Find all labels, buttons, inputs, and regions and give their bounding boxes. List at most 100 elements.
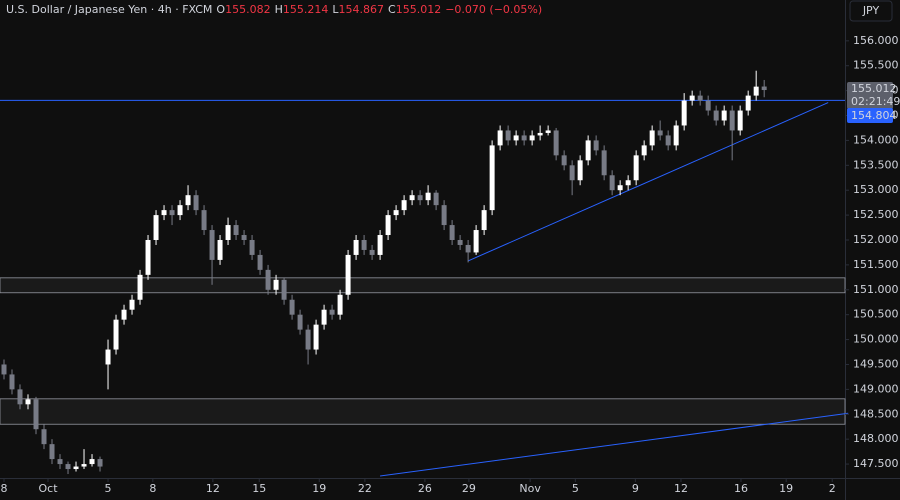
candle-body (305, 329, 311, 350)
countdown-label: 02:21:49 (851, 95, 900, 108)
candle-body (369, 249, 375, 255)
candle-body (409, 195, 415, 201)
currency-label[interactable]: JPY (862, 4, 880, 17)
candle-body (737, 110, 743, 131)
candle-body (641, 145, 647, 156)
candle-body (377, 235, 383, 255)
last-price-label: 155.012 (851, 82, 897, 95)
trendline (467, 102, 829, 262)
candle-body (761, 86, 767, 91)
candle-body (265, 269, 271, 290)
candle-body (289, 299, 295, 315)
candle-body (585, 140, 591, 161)
candle-body (609, 175, 615, 191)
y-tick-label: 148.500 (853, 407, 899, 420)
y-tick-label: 152.500 (853, 208, 899, 221)
candle-body (697, 95, 703, 101)
candle-body (297, 314, 303, 330)
candle-body (137, 274, 143, 300)
y-tick-label: 155.500 (853, 59, 899, 72)
candle-body (449, 225, 455, 240)
candle-body (73, 466, 79, 470)
field-value: 155.214 (283, 3, 329, 16)
x-tick-label: 19 (312, 482, 326, 495)
currency-button[interactable] (849, 0, 893, 22)
candle-body (57, 459, 63, 465)
candle-body (465, 244, 471, 253)
candle-body (417, 195, 423, 201)
field-key: H (275, 3, 283, 16)
candle-body (505, 130, 511, 141)
candle-body (745, 95, 751, 111)
candle-body (729, 110, 735, 131)
candle-body (521, 135, 527, 141)
candle-body (9, 374, 15, 390)
x-tick-label: 5 (105, 482, 112, 495)
candle-body (489, 145, 495, 211)
candle-body (329, 309, 335, 315)
candle-body (689, 95, 695, 101)
candle-body (401, 200, 407, 211)
candle-body (209, 230, 215, 260)
candle-body (65, 464, 71, 470)
candle-body (753, 86, 759, 96)
candle-body (33, 399, 39, 430)
x-tick-label: Oct (38, 482, 58, 495)
x-tick-label: 19 (779, 482, 793, 495)
candle-body (577, 160, 583, 181)
y-tick-label: 150.500 (853, 308, 899, 321)
x-tick-label: 9 (632, 482, 639, 495)
candle-body (649, 130, 655, 146)
candle-body (569, 165, 575, 181)
candle-body (105, 349, 111, 365)
y-tick-label: 147.500 (853, 457, 899, 470)
y-tick-label: 152.000 (853, 233, 899, 246)
y-tick-label: 154.000 (853, 133, 899, 146)
candle-body (657, 130, 663, 136)
candle-body (441, 205, 447, 226)
plot (0, 70, 849, 477)
candle-body (513, 135, 519, 141)
hline-price-tag (847, 108, 893, 124)
candle-body (49, 444, 55, 460)
x-tick-label: 15 (252, 482, 266, 495)
candle-body (241, 235, 247, 240)
candle-body (593, 140, 599, 151)
y-tick-label: 150.000 (853, 333, 899, 346)
change: −0.070 (−0.05%) (445, 3, 542, 16)
x-tick-label: 2 (829, 482, 836, 495)
candle-body (529, 135, 535, 141)
candle-body (321, 309, 327, 325)
candle-body (617, 185, 623, 191)
candle-body (129, 299, 135, 310)
candle-body (681, 100, 687, 126)
candle-body (361, 239, 367, 250)
x-tick-label: 26 (418, 482, 432, 495)
candle-body (273, 279, 279, 290)
candle-body (89, 459, 95, 465)
candle-body (425, 192, 431, 201)
y-tick-label: 149.000 (853, 382, 899, 395)
candle-body (433, 192, 439, 206)
candle-body (497, 130, 503, 146)
candle-body (601, 150, 607, 176)
y-tick-label: 149.500 (853, 357, 899, 370)
header: U.S. Dollar / Japanese Yen · 4h · FXCM O1… (6, 3, 542, 16)
candle-body (1, 364, 7, 375)
field-key: C (388, 3, 396, 16)
candle-body (17, 389, 23, 405)
y-tick-label: 156.000 (853, 34, 899, 47)
y-tick-label: 148.000 (853, 432, 899, 445)
candle-body (665, 135, 671, 146)
candle-body (633, 155, 639, 181)
candle-body (153, 215, 159, 240)
candle-body (561, 155, 567, 166)
candle-body (281, 279, 287, 300)
x-tick-label: 12 (206, 482, 220, 495)
y-tick-label: 153.500 (853, 158, 899, 171)
candle-body (225, 225, 231, 240)
candle-body (625, 180, 631, 186)
